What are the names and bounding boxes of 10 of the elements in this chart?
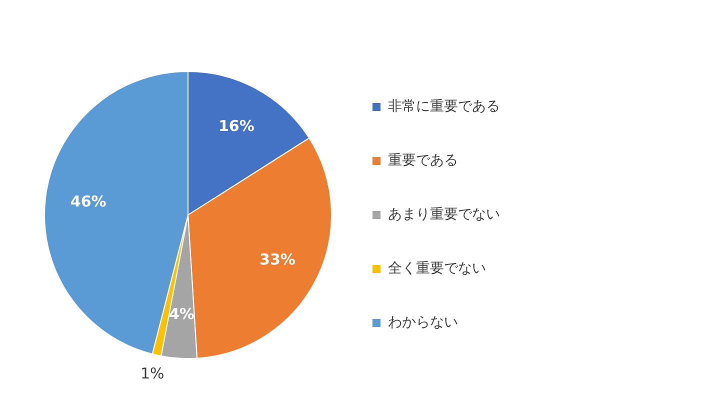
legend-label: 重要である bbox=[388, 152, 458, 169]
data-label: 16% bbox=[218, 116, 254, 135]
legend-label: わからない bbox=[388, 314, 458, 331]
legend-label: 非常に重要である bbox=[388, 98, 500, 115]
data-label: 33% bbox=[260, 250, 296, 268]
data-label: 4% bbox=[168, 305, 194, 324]
legend-label: あまり重要でない bbox=[388, 206, 500, 223]
data-label: 1% bbox=[140, 364, 164, 382]
data-label: 46% bbox=[70, 192, 106, 210]
legend-label: 全く重要でない bbox=[388, 260, 486, 277]
